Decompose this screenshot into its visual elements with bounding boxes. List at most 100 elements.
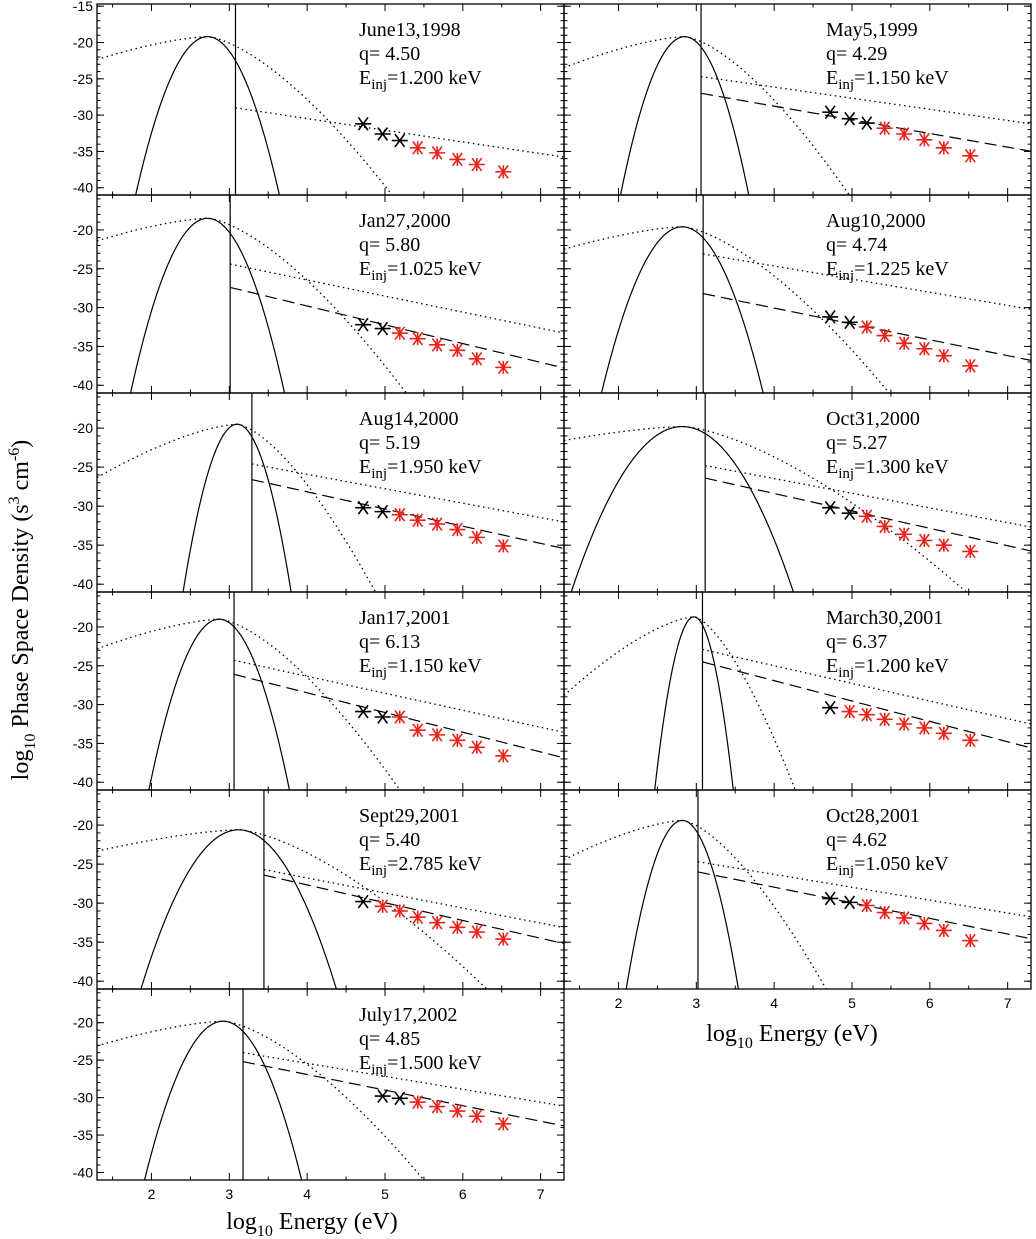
data-point	[355, 894, 372, 909]
maxwellian-curve	[129, 217, 286, 393]
maxwellian-curve	[619, 36, 750, 195]
panel-frame	[96, 988, 565, 1181]
data-point	[355, 116, 372, 131]
data-point	[409, 1095, 426, 1109]
y-tick-label: -30	[73, 895, 93, 911]
y-tick-label: -25	[73, 658, 93, 674]
y-tick-label: -40	[73, 774, 93, 790]
panel-frame	[563, 3, 1032, 196]
x-tick-label: 5	[848, 995, 856, 1011]
data-point	[858, 898, 875, 913]
maxwellian-curve	[570, 425, 795, 592]
y-tick-label: -30	[73, 107, 93, 123]
y-tick-label: -25	[73, 1052, 93, 1068]
x-tick-label: 7	[537, 1186, 545, 1202]
data-point	[429, 915, 446, 930]
maxwellian-curve	[182, 423, 292, 592]
x-tick-label: 3	[692, 995, 700, 1011]
data-point	[495, 539, 512, 553]
data-point	[449, 522, 466, 537]
data-point	[495, 164, 512, 179]
panel-frame	[96, 392, 565, 593]
data-point	[896, 911, 913, 925]
data-point	[391, 904, 408, 918]
y-tick-label: -40	[73, 377, 93, 393]
data-point	[896, 527, 913, 542]
panel-injection-energy: Einj=1.500 keV	[359, 1052, 482, 1078]
power-law-dotted-line	[242, 1052, 564, 1107]
panel-injection-energy: Einj=1.150 keV	[826, 67, 949, 93]
panel-injection-energy: Einj=1.200 keV	[826, 655, 949, 681]
data-point	[916, 533, 933, 548]
maxwellian-curve	[600, 226, 764, 393]
data-point	[935, 923, 952, 938]
panel-frame	[96, 194, 565, 394]
y-tick-label: -35	[73, 338, 93, 354]
x-tick-label: 5	[381, 1186, 389, 1202]
y-tick-label: -35	[73, 537, 93, 553]
plot-area	[564, 393, 1031, 592]
panel-injection-energy: Einj=2.785 keV	[359, 853, 482, 879]
power-law-dotted-line	[703, 253, 1031, 310]
data-point	[391, 507, 408, 522]
data-point	[858, 509, 875, 524]
panel-injection-energy: Einj=1.025 keV	[359, 258, 482, 284]
panel-injection-energy: Einj=1.050 keV	[826, 853, 949, 879]
x-axis-title-right: log10 Energy (eV)	[706, 1021, 878, 1052]
y-tick-label: -25	[73, 856, 93, 872]
data-point	[355, 317, 372, 332]
plot-area	[97, 4, 564, 195]
fit-dashed-line	[702, 661, 1031, 749]
data-point	[495, 1116, 512, 1131]
data-point	[841, 111, 858, 126]
data-point	[916, 341, 933, 356]
data-point	[896, 127, 913, 141]
panel-q-value: q= 6.37	[826, 631, 887, 653]
x-axis-title-left: log10 Energy (eV)	[226, 1209, 398, 1239]
data-point	[409, 910, 426, 925]
data-point	[429, 517, 446, 531]
data-point	[935, 140, 952, 155]
y-tick-label: -35	[73, 143, 93, 159]
data-point	[429, 727, 446, 742]
data-point	[409, 723, 426, 738]
data-point	[468, 157, 485, 172]
data-point	[374, 1089, 391, 1103]
kappa-dotted-curve	[97, 36, 393, 195]
y-tick-label: -30	[73, 697, 93, 713]
kappa-dotted-curve	[97, 423, 377, 592]
y-tick-label: -35	[73, 934, 93, 950]
fit-dashed-line	[251, 479, 564, 550]
data-point	[962, 544, 979, 559]
data-point	[962, 933, 979, 948]
panel-date: March30,2001	[826, 607, 943, 629]
panel-date: Oct28,2001	[826, 805, 920, 827]
panel-q-value: q= 4.50	[359, 43, 420, 65]
maxwellian-curve	[143, 1020, 303, 1180]
power-law-dotted-line	[233, 659, 564, 734]
data-point	[391, 1091, 408, 1106]
y-tick-label: -35	[73, 1127, 93, 1143]
y-tick-label: -20	[73, 1015, 93, 1031]
data-point	[896, 717, 913, 731]
y-tick-label: -25	[73, 71, 93, 87]
y-tick-label: -20	[73, 817, 93, 833]
data-point	[916, 721, 933, 735]
plot-area	[97, 989, 564, 1180]
data-point	[374, 321, 391, 336]
kappa-dotted-curve	[564, 819, 827, 989]
panel-injection-energy: Einj=1.150 keV	[359, 655, 482, 681]
data-point	[429, 145, 446, 160]
maxwellian-curve	[625, 819, 739, 989]
y-axis-title: log10 Phase Space Density (s3 cm-6)	[6, 440, 39, 781]
y-tick-label: -25	[73, 459, 93, 475]
data-point	[822, 310, 839, 324]
power-law-dotted-line	[697, 861, 1031, 918]
x-tick-label: 4	[770, 995, 778, 1011]
data-point	[962, 148, 979, 163]
